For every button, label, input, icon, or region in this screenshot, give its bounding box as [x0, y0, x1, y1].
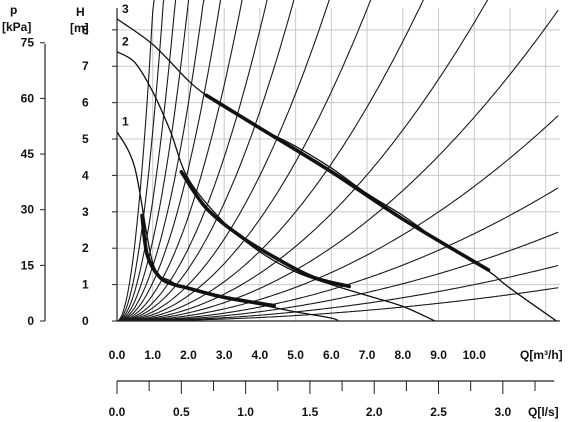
operating-range-1 — [140, 213, 276, 308]
x-axis-label: Q[m³/h] — [520, 348, 563, 362]
h-tick-label: 4 — [82, 168, 89, 182]
x-tick-label: 9.0 — [430, 348, 447, 362]
h-tick-label: 2 — [82, 241, 89, 255]
h-tick-label: 8 — [82, 23, 89, 37]
system-curve — [117, 115, 559, 322]
p-tick-label: 60 — [21, 91, 35, 105]
system-curve — [117, 9, 559, 322]
h-tick-label: 5 — [82, 132, 89, 146]
axes: p [kPa] H [m] Q[m³/h] Q[l/s] 8 7 6 5 4 3 2 1 0 75… — [2, 3, 563, 419]
p-tick-label: 30 — [21, 203, 35, 217]
x2-tick-label: 1.0 — [237, 405, 254, 419]
h-tick-label: 7 — [82, 59, 89, 73]
x-tick-label: 6.0 — [323, 348, 340, 362]
system-curve — [117, 231, 559, 322]
x2-tick-label: 2.5 — [430, 405, 447, 419]
right-axis-unit: [m] — [70, 21, 89, 35]
p-tick-label: 45 — [21, 147, 35, 161]
left-axis-unit: [kPa] — [2, 20, 31, 34]
system-curve — [116, 0, 165, 322]
system-curve — [117, 0, 424, 322]
pump-curves: 1 2 3 — [116, 2, 557, 322]
x-tick-label: 1.0 — [144, 348, 161, 362]
h-tick-label: 1 — [82, 278, 89, 292]
x2-tick-label: 0.0 — [109, 405, 126, 419]
system-curve — [116, 0, 205, 322]
system-curve — [116, 0, 190, 322]
p-tick-label: 15 — [21, 258, 35, 272]
system-curve — [117, 187, 559, 322]
p-tick-label: 75 — [21, 36, 35, 50]
x2-tick-label: 2.0 — [366, 405, 383, 419]
x-tick-label: 2.0 — [180, 348, 197, 362]
h-tick-label: 0 — [82, 314, 89, 328]
x2-tick-label: 0.5 — [173, 405, 190, 419]
system-curve — [117, 287, 559, 322]
pump-curve-label-3: 3 — [122, 2, 129, 16]
pump-curve-label-2: 2 — [122, 35, 129, 49]
operating-range-2 — [179, 170, 351, 289]
operating-range-3 — [204, 93, 491, 272]
x2-tick-label: 1.5 — [302, 405, 319, 419]
left-axis-label: p — [10, 3, 17, 17]
x-tick-label: 10.0 — [463, 348, 487, 362]
h-tick-label: 6 — [82, 96, 89, 110]
x-tick-label: 3.0 — [216, 348, 233, 362]
system-curve — [117, 0, 268, 322]
x-tick-label: 0.0 — [109, 348, 126, 362]
x2-axis-label: Q[l/s] — [528, 405, 559, 419]
x-tick-label: 7.0 — [359, 348, 376, 362]
pump-curve-label-1: 1 — [122, 115, 129, 129]
right-axis-label: H — [76, 5, 85, 19]
x2-tick-label: 3.0 — [494, 405, 511, 419]
system-curve — [117, 0, 295, 322]
system-curve — [116, 0, 177, 322]
system-curve — [117, 0, 489, 322]
x-tick-label: 4.0 — [252, 348, 269, 362]
system-curve — [117, 264, 559, 322]
system-curve — [116, 0, 222, 322]
x-tick-label: 8.0 — [394, 348, 411, 362]
p-tick-label: 0 — [27, 314, 34, 328]
system-curve — [116, 0, 243, 322]
h-tick-label: 3 — [82, 205, 89, 219]
x-tick-label: 5.0 — [287, 348, 304, 362]
system-curve — [117, 0, 330, 322]
